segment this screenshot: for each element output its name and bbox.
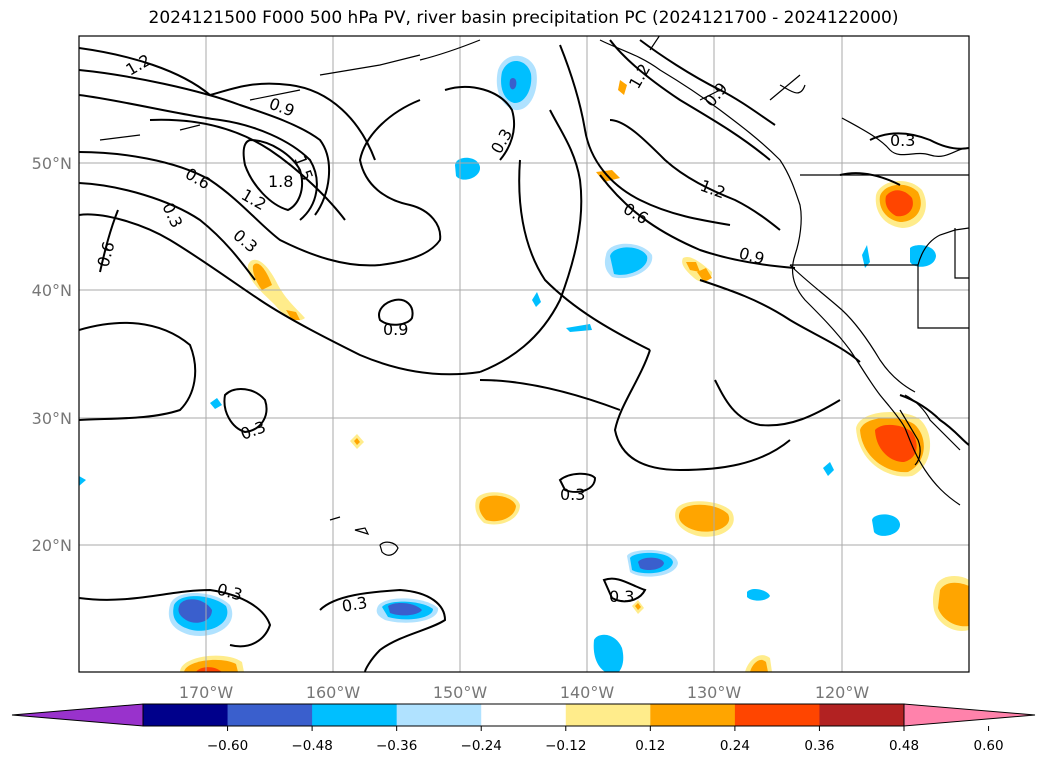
colorbar-tick-label: 0.36 xyxy=(804,738,834,754)
colorbar-extend-low xyxy=(12,704,143,726)
lat-label: 20°N xyxy=(32,536,72,555)
colorbar-tick-label: −0.60 xyxy=(207,738,248,754)
colorbar: −0.60 −0.48 −0.36 −0.24 −0.12 0.12 0.24 0.36 0.4… xyxy=(11,703,1036,754)
contour-label: 0.3 xyxy=(890,131,915,150)
colorbar-tick-label: 0.60 xyxy=(974,738,1004,754)
lon-label: 160°W xyxy=(306,683,361,702)
lon-axis-labels: 170°W 160°W 150°W 140°W 130°W 120°W xyxy=(179,683,870,702)
colorbar-cell xyxy=(734,704,820,726)
lat-label: 30°N xyxy=(32,409,72,428)
lat-label: 50°N xyxy=(32,154,72,173)
colorbar-tick-label: 0.24 xyxy=(720,738,750,754)
map-title: 2024121500 F000 500 hPa PV, river basin … xyxy=(148,8,899,28)
contour-label: 1.8 xyxy=(268,172,293,191)
colorbar-outline xyxy=(142,703,905,727)
colorbar-cell xyxy=(819,704,905,726)
contour-label: 0.3 xyxy=(560,485,585,504)
contour-label: 0.3 xyxy=(609,587,634,606)
colorbar-cell xyxy=(565,704,651,726)
lon-label: 130°W xyxy=(687,683,742,702)
colorbar-ticks: −0.60 −0.48 −0.36 −0.24 −0.12 0.12 0.24 0.36 0.4… xyxy=(207,726,1004,754)
colorbar-tick-label: 0.48 xyxy=(889,738,919,754)
colorbar-cell xyxy=(312,704,398,726)
colorbar-cell xyxy=(143,704,229,726)
contour-label: 0.3 xyxy=(340,593,368,616)
map-background xyxy=(79,36,969,672)
lon-label: 170°W xyxy=(179,683,234,702)
colorbar-cells xyxy=(12,704,1035,726)
lon-label: 140°W xyxy=(560,683,615,702)
lon-label: 120°W xyxy=(815,683,870,702)
colorbar-tick-label: −0.24 xyxy=(461,738,502,754)
colorbar-cell xyxy=(650,704,736,726)
map-content: 1.2 0.9 1.5 1.8 1.2 0.6 0.3 0.6 0.3 0.9 … xyxy=(79,36,969,672)
lon-label: 150°W xyxy=(433,683,488,702)
precip-shading xyxy=(79,55,969,672)
map-frame xyxy=(78,35,970,673)
pv-contours xyxy=(79,39,969,672)
colorbar-tick-label: −0.12 xyxy=(545,738,586,754)
lat-label: 40°N xyxy=(32,281,72,300)
colorbar-tick-label: −0.36 xyxy=(376,738,417,754)
contour-label: 0.9 xyxy=(383,320,408,339)
colorbar-cell xyxy=(396,704,482,726)
colorbar-tick-label: −0.48 xyxy=(291,738,332,754)
colorbar-cell xyxy=(481,704,567,726)
colorbar-tick-label: 0.12 xyxy=(635,738,665,754)
negative-precip-areas xyxy=(79,55,936,672)
colorbar-extend-high xyxy=(904,704,1035,726)
coastlines xyxy=(99,36,969,556)
graticule xyxy=(79,36,969,672)
colorbar-cell xyxy=(227,704,313,726)
lat-axis-labels: 50°N 40°N 30°N 20°N xyxy=(32,154,72,555)
